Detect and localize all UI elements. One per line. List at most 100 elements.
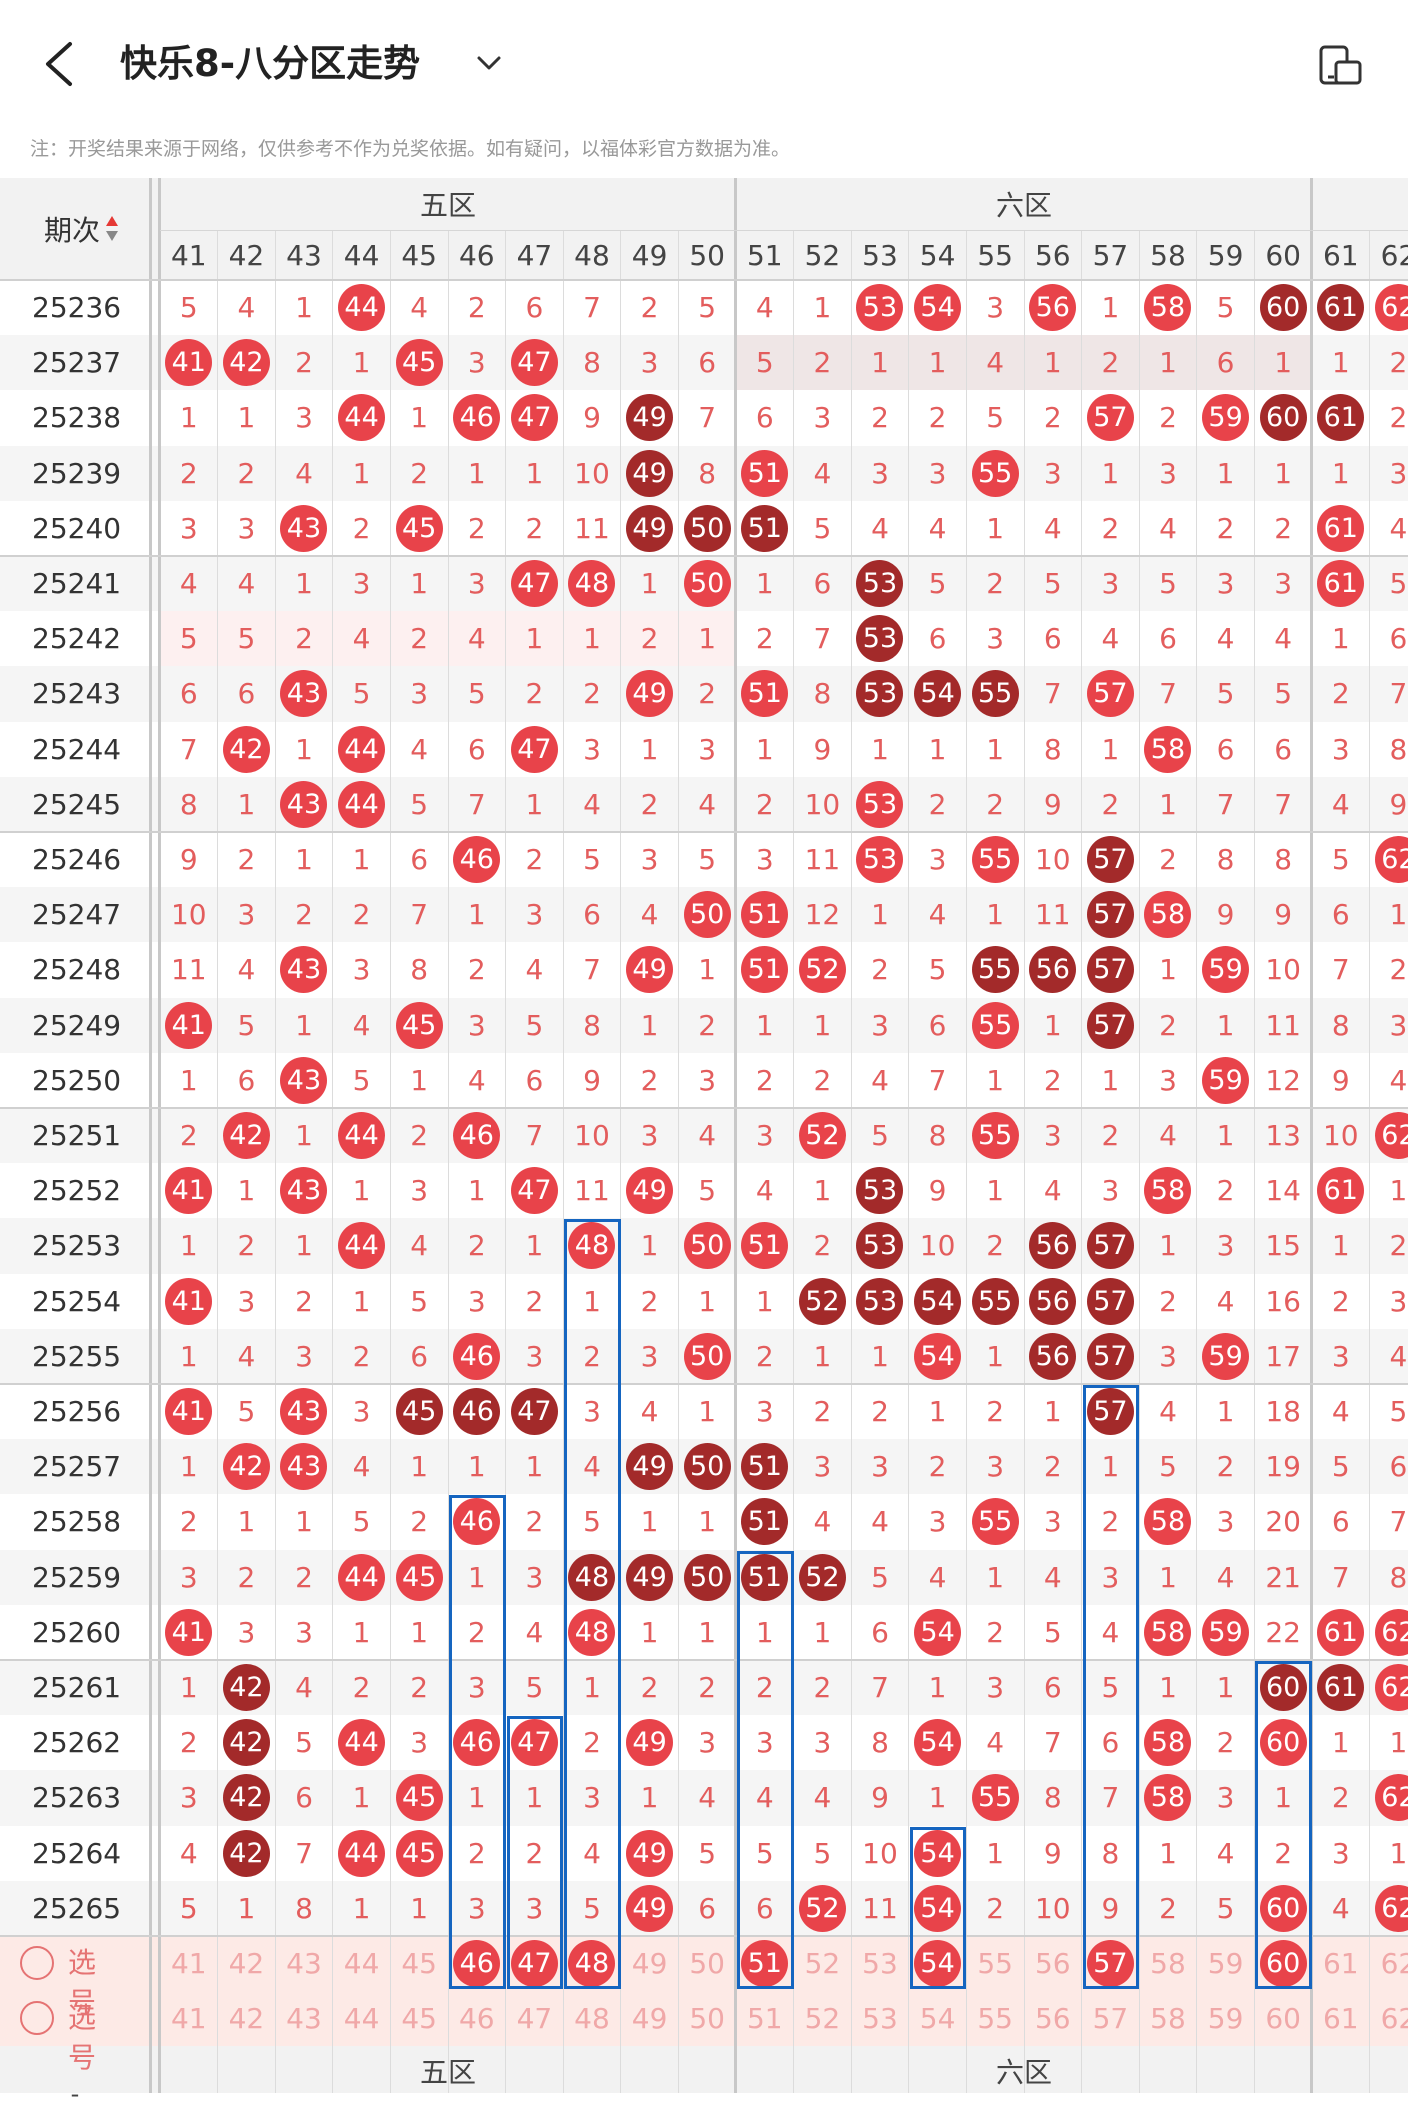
- draw-ball: 48: [563, 1605, 621, 1660]
- miss-count: 4: [237, 567, 256, 601]
- miss-count: 1: [928, 1671, 947, 1705]
- selected-number-ball[interactable]: 47: [510, 1940, 558, 1988]
- column-header: 59: [1207, 238, 1244, 272]
- miss-count: 2: [179, 1505, 198, 1539]
- number-ball: 49: [626, 449, 674, 497]
- pick-radio[interactable]: [20, 1946, 54, 1980]
- draw-ball: 50: [678, 1550, 736, 1605]
- chevron-left-icon[interactable]: [38, 36, 82, 92]
- issue-number: 25260: [32, 1615, 122, 1649]
- selected-number-ball[interactable]: 57: [1086, 1940, 1134, 1988]
- draw-ball: 49: [621, 501, 679, 556]
- pick-ball[interactable]: 45: [401, 2002, 437, 2036]
- pick-ball-selected[interactable]: 57: [1082, 1936, 1140, 1991]
- pick-ball[interactable]: 50: [689, 1947, 725, 1981]
- miss-count: 3: [410, 677, 429, 711]
- pick-ball[interactable]: 48: [574, 2002, 610, 2036]
- issue-number: 25240: [32, 511, 122, 545]
- miss-count: 3: [467, 1284, 486, 1318]
- number-ball: 49: [626, 1443, 674, 1491]
- issue-number: 25265: [32, 1891, 122, 1925]
- pick-ball[interactable]: 61: [1322, 2002, 1359, 2036]
- pick-ball[interactable]: 62: [1380, 1947, 1408, 1981]
- pick-ball[interactable]: 52: [804, 1947, 841, 1981]
- pick-ball[interactable]: 42: [228, 1947, 265, 1981]
- row-bg: [0, 1273, 1408, 1329]
- page-title[interactable]: 快乐8-八分区走势: [120, 42, 421, 85]
- pick-ball-selected[interactable]: 60: [1254, 1936, 1312, 1991]
- miss-count: 2: [1331, 1284, 1350, 1318]
- number-ball: 47: [510, 1167, 558, 1215]
- pick-ball[interactable]: 50: [689, 2002, 725, 2036]
- column-header: 60: [1265, 238, 1301, 272]
- issue-header[interactable]: 期次: [0, 178, 150, 280]
- pick-ball[interactable]: 53: [862, 1947, 898, 1981]
- miss-count: 5: [928, 953, 947, 987]
- selected-number-ball[interactable]: 51: [741, 1940, 789, 1988]
- column-header: 55: [977, 238, 1013, 272]
- pick-ball-selected[interactable]: 48: [563, 1936, 621, 1991]
- pick-ball[interactable]: 58: [1150, 1947, 1186, 1981]
- draw-ball: 55: [966, 1108, 1024, 1163]
- selected-number-ball[interactable]: 46: [453, 1940, 501, 1988]
- draw-ball: 51: [736, 1494, 794, 1549]
- pick-ball[interactable]: 62: [1380, 2002, 1408, 2036]
- pick-ball[interactable]: 52: [804, 2002, 841, 2036]
- pick-ball[interactable]: 53: [862, 2002, 898, 2036]
- miss-count: 1: [237, 401, 256, 435]
- pick-ball[interactable]: 54: [919, 2002, 956, 2036]
- miss-count: 2: [237, 843, 256, 877]
- pick-ball-selected[interactable]: 47: [506, 1936, 564, 1991]
- chevron-down-icon[interactable]: [474, 48, 504, 78]
- pick-ball[interactable]: 56: [1034, 2002, 1071, 2036]
- pick-ball-selected[interactable]: 46: [448, 1936, 506, 1991]
- selected-number-ball[interactable]: 54: [914, 1940, 962, 1988]
- pick-ball-selected[interactable]: 51: [736, 1936, 794, 1991]
- selected-number-ball[interactable]: 48: [568, 1940, 616, 1988]
- pick-ball[interactable]: 59: [1207, 2002, 1244, 2036]
- device-rotate-icon[interactable]: [1318, 44, 1364, 86]
- pick-ball[interactable]: 44: [343, 2002, 380, 2036]
- miss-count: 9: [1389, 787, 1408, 821]
- pick-ball[interactable]: 45: [401, 1947, 437, 1981]
- pick-ball[interactable]: 56: [1034, 1947, 1071, 1981]
- draw-ball: 59: [1197, 942, 1255, 997]
- number-ball: 49: [626, 1167, 674, 1215]
- miss-count: 4: [467, 622, 486, 656]
- pick-ball[interactable]: 57: [1092, 2002, 1129, 2036]
- pick-ball[interactable]: 60: [1265, 2002, 1301, 2036]
- draw-ball: 61: [1312, 1605, 1370, 1660]
- pick-ball[interactable]: 41: [170, 2002, 207, 2036]
- pick-ball[interactable]: 42: [228, 2002, 265, 2036]
- pick-ball[interactable]: 44: [343, 1947, 380, 1981]
- sort-arrows-icon[interactable]: [104, 214, 120, 244]
- pick-ball[interactable]: 58: [1150, 2002, 1186, 2036]
- pick-radio[interactable]: [20, 2001, 54, 2036]
- draw-ball: 51: [736, 1218, 794, 1273]
- miss-count: 2: [410, 1671, 429, 1705]
- pick-ball[interactable]: 55: [977, 2002, 1013, 2036]
- miss-count: 8: [295, 1891, 313, 1925]
- pick-ball[interactable]: 49: [631, 2002, 668, 2036]
- pick-ball[interactable]: 61: [1322, 1947, 1359, 1981]
- miss-count: 8: [1389, 1560, 1408, 1594]
- selected-number-ball[interactable]: 60: [1259, 1940, 1307, 1988]
- pick-ball[interactable]: 55: [977, 1947, 1013, 1981]
- draw-ball: 52: [794, 942, 852, 997]
- miss-count: 3: [1331, 1836, 1350, 1870]
- pick-ball-selected[interactable]: 54: [909, 1936, 967, 1991]
- pick-ball[interactable]: 43: [286, 2002, 322, 2036]
- miss-count: 4: [986, 1726, 1005, 1760]
- pick-ball[interactable]: 41: [170, 1947, 207, 1981]
- pick-ball[interactable]: 49: [631, 1947, 668, 1981]
- pick-ball[interactable]: 46: [458, 2002, 495, 2036]
- zone-label: 五区: [419, 189, 476, 222]
- pick-ball[interactable]: 59: [1207, 1947, 1244, 1981]
- miss-count: 2: [295, 1284, 313, 1318]
- miss-count: 5: [237, 1008, 256, 1042]
- draw-ball: 56: [1024, 280, 1082, 335]
- pick-ball[interactable]: 47: [516, 2002, 553, 2036]
- pick-ball[interactable]: 51: [746, 2002, 783, 2036]
- miss-count: 1: [1159, 1560, 1177, 1594]
- pick-ball[interactable]: 43: [286, 1947, 322, 1981]
